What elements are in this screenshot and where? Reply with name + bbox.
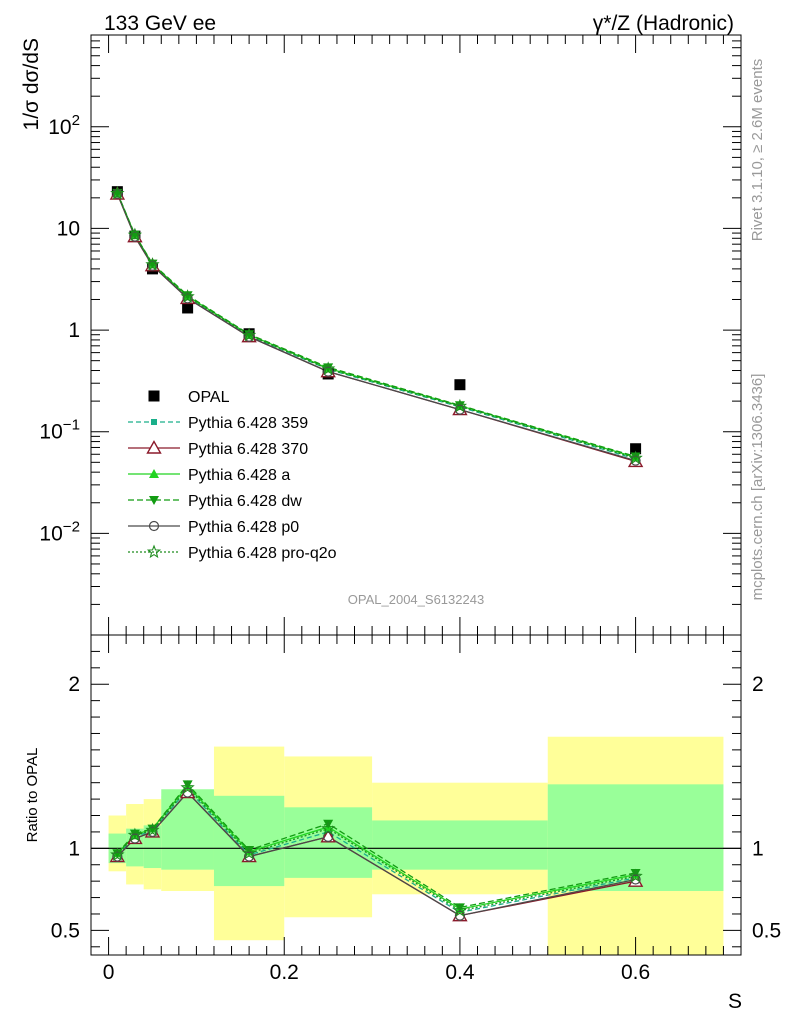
ratio-point-3: [454, 903, 465, 913]
x-tick-label: 0.4: [445, 961, 475, 984]
ratio-point-3: [112, 849, 123, 859]
ratio-panel-frame: [90, 634, 742, 956]
ratio-point-5: [145, 822, 160, 837]
main-y-tick-label: 1: [68, 319, 80, 342]
main-point-6: [321, 361, 336, 376]
main-point-4: [182, 291, 193, 301]
inner-band-6: [372, 820, 548, 870]
main-point-4: [454, 401, 465, 411]
legend-label: Pythia 6.428 dw: [188, 493, 302, 510]
main-y-tick-label: 10: [57, 217, 80, 240]
legend-marker: [151, 419, 157, 425]
process-label: γ*/Z (Hadronic): [593, 12, 734, 35]
ratio-point-5: [628, 868, 643, 883]
ratio-uncertainty-bands: [91, 736, 741, 955]
ratio-point-4: [182, 787, 193, 798]
legend-marker: [149, 496, 159, 505]
ratio-point-3: [147, 824, 158, 834]
main-point-5: [323, 366, 334, 377]
main-point-4: [323, 363, 334, 373]
ratio-point-3: [244, 845, 255, 855]
ratio-y-tick-label: 1: [68, 837, 80, 860]
x-tick-label: 0: [103, 961, 115, 984]
analysis-watermark: OPAL_2004_S6132243: [348, 592, 484, 607]
main-point-0: [182, 302, 194, 314]
main-axes: 10−2 10−1 1 10 102: [39, 34, 741, 636]
legend-label: Pythia 6.428 a: [188, 467, 290, 484]
main-point-6: [127, 227, 143, 242]
main-y-axis-title: 1/σ dσ/dS: [20, 38, 43, 130]
legend-label: Pythia 6.428 370: [188, 441, 308, 458]
main-point-0: [454, 379, 466, 391]
main-point-5: [112, 188, 123, 199]
main-point-5: [147, 260, 158, 271]
x-tick-label: 0.2: [270, 961, 299, 984]
ratio-point-4: [112, 851, 123, 862]
main-point-5: [630, 455, 641, 466]
main-point-5: [244, 331, 255, 342]
ratio-point-3: [323, 819, 334, 829]
main-point-5: [129, 231, 141, 242]
ratio-y-tick-label: 0.5: [51, 919, 80, 942]
ratio-point-5: [452, 903, 468, 917]
ratio-point-4: [147, 826, 158, 838]
main-y-tick-label: 10−2: [39, 518, 80, 545]
main-point-6: [145, 257, 160, 271]
ratio-point-3: [182, 780, 193, 790]
legend-marker: [149, 469, 159, 478]
main-point-6: [628, 450, 643, 465]
ratio-y-axis-title: Ratio to OPAL: [24, 748, 41, 843]
main-y-tick-label: 10−1: [39, 417, 80, 444]
ratio-y-tick-label: 2: [68, 673, 80, 696]
ratio-point-4: [244, 851, 255, 862]
main-point-6: [110, 185, 125, 200]
rivet-label: Rivet 3.1.10, ≥ 2.6M events: [749, 59, 766, 242]
ratio-y-tick-label-right: 0.5: [752, 919, 781, 942]
inner-band-4: [213, 795, 285, 887]
ratio-point-5: [180, 780, 195, 794]
mcplots-label: mcplots.cern.ch [arXiv:1306.3436]: [749, 374, 766, 601]
main-point-6: [180, 289, 195, 303]
main-point-4: [630, 452, 641, 462]
ratio-point-5: [127, 827, 143, 842]
main-point-5: [454, 404, 466, 415]
legend-label: Pythia 6.428 p0: [188, 519, 299, 536]
ratio-point-3: [630, 868, 641, 878]
ratio-point-5: [321, 821, 336, 835]
ratio-y-tick-label-right: 2: [752, 673, 764, 696]
main-point-6: [452, 398, 468, 413]
ratio-point-5: [110, 847, 125, 862]
legend-marker: [148, 390, 160, 402]
main-y-tick-label: 102: [48, 112, 80, 139]
legend-label: Pythia 6.428 pro-q2o: [188, 545, 337, 562]
legend-label: Pythia 6.428 359: [188, 415, 308, 432]
ratio-point-5: [241, 845, 257, 860]
ratio-axes: 0.5 0.5 1 1 2 2 0 0.2 0.4 0.6: [51, 635, 781, 984]
legend-marker: [148, 520, 160, 532]
main-point-5: [182, 293, 193, 304]
energy-label: 133 GeV ee: [104, 12, 216, 35]
ratio-point-4: [129, 833, 141, 844]
legend-marker: [146, 544, 162, 559]
x-tick-label: 0.6: [621, 961, 650, 984]
main-point-6: [241, 327, 257, 342]
ratio-series-layer: [109, 780, 644, 922]
main-series-layer: [109, 185, 644, 468]
ratio-point-4: [630, 874, 641, 885]
legend-label: OPAL: [188, 389, 230, 406]
legend: OPAL Pythia 6.428 359 Pythia 6.428 370 Pyth…: [128, 389, 337, 562]
main-point-0: [630, 443, 642, 455]
ratio-point-4: [454, 910, 466, 921]
ratio-y-tick-label-right: 1: [752, 837, 764, 860]
x-axis-title: S: [728, 990, 742, 1013]
ratio-point-4: [323, 831, 334, 842]
inner-band-3: [161, 789, 214, 870]
legend-marker: [146, 440, 162, 454]
